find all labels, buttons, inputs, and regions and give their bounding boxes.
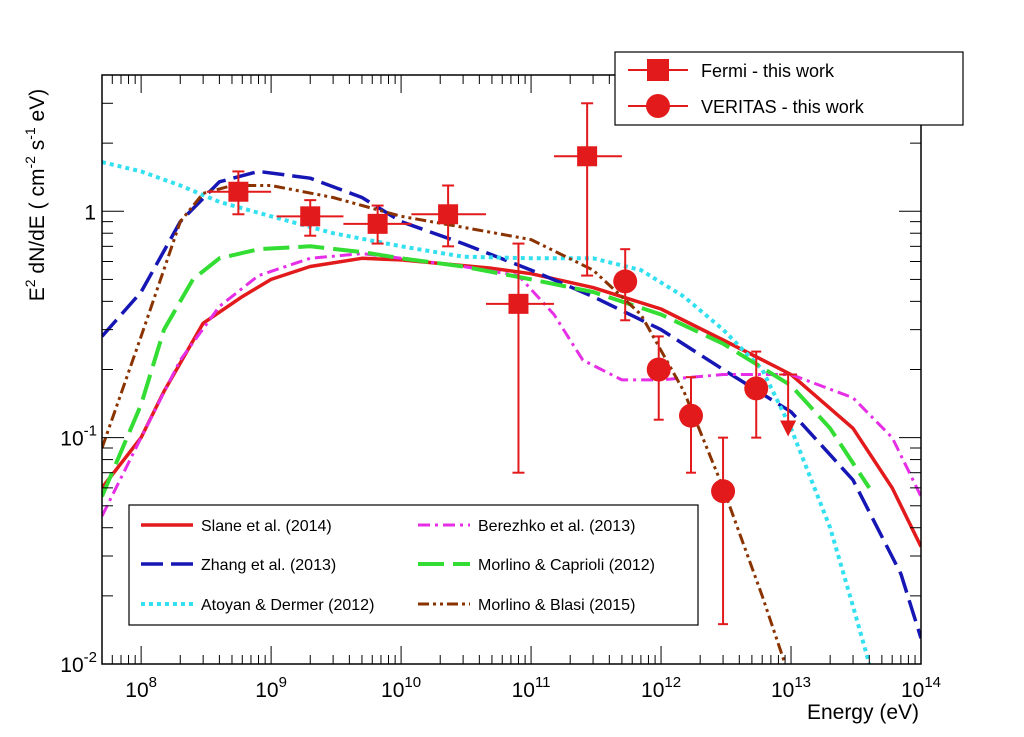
series-line-atoyan-dermer-2012	[102, 160, 872, 664]
x-tick-label: 1014	[901, 674, 941, 702]
legend-models: Slane et al. (2014) Berezhko et al. (2013…	[128, 504, 699, 626]
veritas-circle-marker	[646, 357, 671, 382]
x-tick-label: 1010	[381, 674, 421, 702]
x-tick-label: 109	[255, 674, 287, 702]
y-tick-label: 10-1	[60, 423, 97, 451]
data-points	[206, 102, 798, 626]
legend-fermi-label: Fermi - this work	[701, 61, 835, 81]
x-tick-label: 108	[125, 674, 157, 702]
legend-measurements-box	[614, 51, 964, 126]
upper-limit-arrow	[780, 420, 797, 437]
legend-model-entry-slane-et-al-2014: Slane et al. (2014)	[141, 518, 332, 535]
veritas-circle-marker	[678, 403, 703, 428]
legend-model-label: Zhang et al. (2013)	[201, 557, 336, 574]
fermi-square-marker	[577, 146, 598, 167]
legend-model-entry-morlino-caprioli-2012: Morlino & Caprioli (2012)	[418, 557, 655, 574]
axis-tick-labels: 108 109 1010 1011 1012 1013 1014 1 10-1 10-2	[60, 201, 941, 702]
legend-fermi-entry: Fermi - this work	[628, 59, 835, 81]
series-line-zhang-et-al-2013	[102, 169, 921, 639]
y-tick-label: 1	[84, 201, 96, 224]
legend-fermi-square-marker	[647, 59, 669, 81]
fermi-point-3	[411, 184, 486, 248]
x-axis-label: Energy (eV)	[807, 701, 919, 724]
veritas-upper-limit-0	[779, 373, 798, 437]
x-tick-label: 1013	[771, 674, 811, 702]
legend-models-box	[128, 504, 699, 626]
legend-measurements: Fermi - this work VERITAS - this work	[614, 51, 964, 126]
fermi-square-marker	[508, 293, 529, 314]
fermi-point-2	[343, 204, 412, 245]
veritas-point-0	[613, 248, 638, 322]
legend-model-label: Morlino & Caprioli (2012)	[478, 557, 655, 574]
veritas-circle-marker	[613, 269, 638, 294]
legend-veritas-label: VERITAS - this work	[701, 97, 865, 117]
veritas-point-2	[678, 376, 703, 474]
veritas-point-4	[744, 350, 769, 439]
fermi-square-marker	[300, 206, 321, 227]
legend-model-entry-berezhko-et-al-2013: Berezhko et al. (2013)	[418, 518, 635, 535]
fermi-square-marker	[228, 181, 249, 202]
legend-veritas-circle-marker	[646, 94, 670, 118]
legend-model-entry-atoyan-dermer-2012: Atoyan & Dermer (2012)	[141, 597, 374, 614]
series-line-morlino-blasi-2015	[102, 184, 787, 664]
legend-model-entry-morlino-blasi-2015: Morlino & Blasi (2015)	[418, 597, 635, 614]
veritas-circle-marker	[744, 376, 769, 401]
veritas-point-1	[646, 335, 671, 421]
legend-model-label: Berezhko et al. (2013)	[478, 518, 635, 535]
legend-model-label: Morlino & Blasi (2015)	[478, 597, 635, 614]
legend-model-entry-zhang-et-al-2013: Zhang et al. (2013)	[141, 557, 336, 574]
legend-model-label: Slane et al. (2014)	[201, 518, 332, 535]
fermi-square-marker	[367, 213, 388, 234]
fermi-point-1	[276, 199, 344, 237]
fermi-point-4	[485, 242, 554, 474]
fermi-point-5	[553, 102, 622, 277]
veritas-point-3	[711, 436, 736, 626]
series-line-berezhko-et-al-2013	[102, 252, 921, 517]
legend-model-label: Atoyan & Dermer (2012)	[201, 597, 374, 614]
fermi-point-0	[206, 170, 272, 216]
y-axis-label: E2 dN/dE ( cm-2 s-1 eV)	[22, 89, 49, 301]
legend-veritas-entry: VERITAS - this work	[628, 94, 865, 118]
series-line-morlino-caprioli-2012	[102, 244, 871, 498]
x-tick-label: 1012	[641, 674, 681, 702]
y-tick-label: 10-2	[60, 649, 97, 677]
veritas-circle-marker	[711, 479, 736, 504]
fermi-square-marker	[438, 204, 459, 225]
x-tick-label: 1011	[512, 674, 551, 702]
